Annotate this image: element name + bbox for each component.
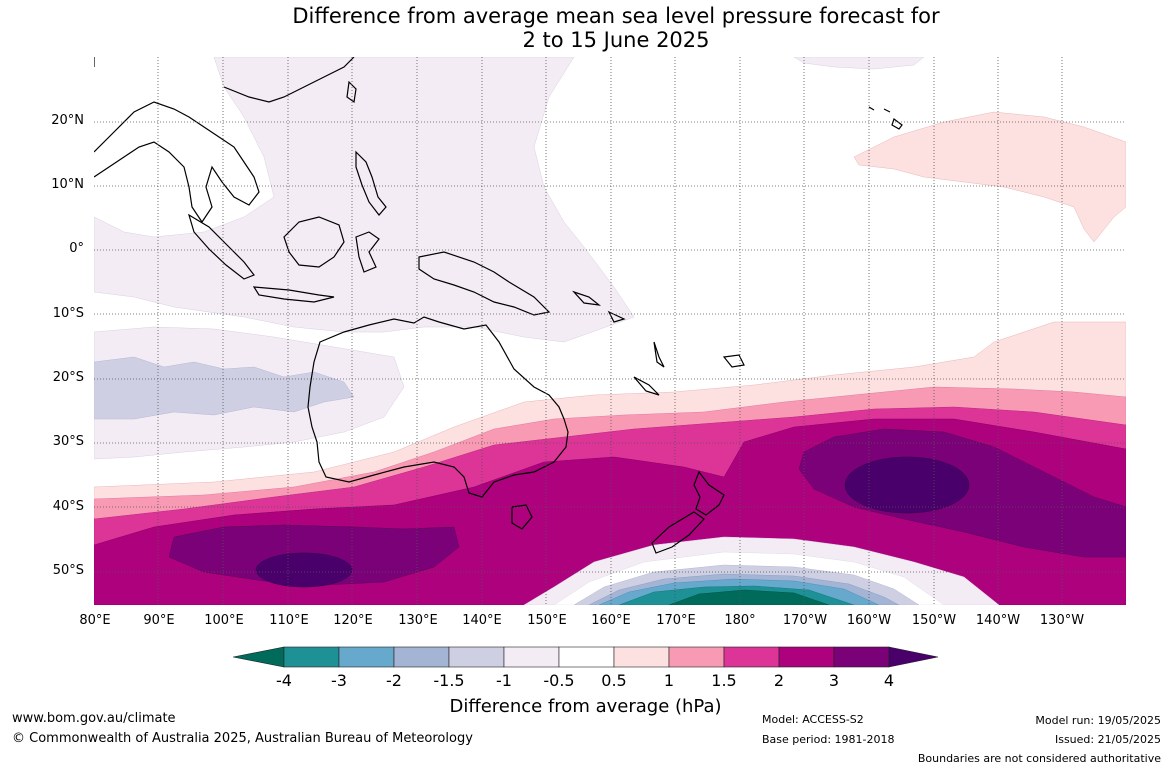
sumatra-coast bbox=[187, 213, 255, 280]
lon-label-150e: 150°E bbox=[527, 613, 567, 628]
colorbar-segment-neg1-neg05 bbox=[503, 646, 560, 668]
lon-label-150w: 150°W bbox=[911, 613, 957, 628]
new-guinea-coast bbox=[418, 251, 551, 316]
lat-label-10s: 10°S bbox=[52, 306, 84, 321]
lon-label-140e: 140°E bbox=[462, 613, 502, 628]
lat-label-20n: 20°N bbox=[51, 113, 84, 128]
anomaly-region-pos4-west bbox=[255, 552, 353, 588]
website-link[interactable]: www.bom.gov.au/climate bbox=[12, 711, 176, 726]
colorbar-tick-neg05: -0.5 bbox=[543, 671, 575, 690]
anomaly-region-neg1-indian bbox=[94, 356, 355, 420]
colorbar-tick-pos2: 2 bbox=[773, 671, 785, 690]
colorbar-tick-neg1: -1 bbox=[496, 671, 512, 690]
lon-label-170w: 170°W bbox=[782, 613, 828, 628]
colorbar-tick-pos4: 4 bbox=[883, 671, 895, 690]
model-name: Model: ACCESS-S2 bbox=[762, 713, 864, 726]
anomaly-region-pos05-north bbox=[853, 111, 1126, 243]
gridlines bbox=[94, 57, 1126, 605]
lat-label-40s: 40°S bbox=[52, 499, 84, 514]
southeast-asia-coast bbox=[94, 101, 260, 224]
hawaii-islands bbox=[868, 106, 903, 130]
colorbar-segment-neg4-neg3 bbox=[283, 646, 340, 668]
vanuatu-islands bbox=[653, 341, 665, 368]
colorbar-segment-neg3-neg2 bbox=[338, 646, 395, 668]
colorbar-tick-pos15: 1.5 bbox=[711, 671, 737, 690]
colorbar-label: Difference from average (hPa) bbox=[449, 696, 722, 717]
base-period: Base period: 1981-2018 bbox=[762, 733, 895, 746]
colorbar-tick-pos05: 0.5 bbox=[601, 671, 627, 690]
lat-label-10n: 10°N bbox=[51, 177, 84, 192]
boundaries-disclaimer: Boundaries are not considered authoritat… bbox=[917, 752, 1161, 765]
lon-label-130e: 130°E bbox=[398, 613, 438, 628]
colorbar-tick-neg3: -3 bbox=[331, 671, 347, 690]
lon-label-160w: 160°W bbox=[846, 613, 892, 628]
colorbar-segment-pos1-pos15 bbox=[668, 646, 725, 668]
title-line-2: 2 to 15 June 2025 bbox=[522, 28, 710, 52]
colorbar-segment-neg15-neg1 bbox=[448, 646, 505, 668]
lon-label-130w: 130°W bbox=[1039, 613, 1085, 628]
lon-label-170e: 170°E bbox=[656, 613, 696, 628]
colorbar-segment-pos05-pos1 bbox=[613, 646, 670, 668]
sulawesi-coast bbox=[355, 231, 380, 273]
colorbar-svg bbox=[232, 646, 939, 668]
colorbar-segment-pos3-pos4 bbox=[833, 646, 890, 668]
lon-label-120e: 120°E bbox=[333, 613, 373, 628]
lon-label-90e: 90°E bbox=[143, 613, 175, 628]
fiji-islands bbox=[722, 354, 745, 368]
colorbar-tick-pos1: 1 bbox=[663, 671, 675, 690]
colorbar-segment-neg2-neg15 bbox=[393, 646, 450, 668]
lon-label-140w: 140°W bbox=[975, 613, 1021, 628]
issued-date: Issued: 21/05/2025 bbox=[1054, 733, 1161, 746]
colorbar-extend-high bbox=[888, 646, 939, 668]
copyright-text: © Commonwealth of Australia 2025, Austra… bbox=[12, 731, 473, 746]
anomaly-region-pos4-east bbox=[844, 456, 970, 514]
lon-label-180: 180° bbox=[724, 613, 756, 628]
anomaly-region-neg05-tropics bbox=[94, 57, 635, 343]
coastlines bbox=[94, 57, 903, 554]
anomaly-region-neg4-south bbox=[668, 589, 830, 605]
colorbar-extend-low bbox=[232, 646, 285, 668]
map-canvas bbox=[94, 57, 1126, 605]
borneo-coast bbox=[283, 216, 345, 268]
colorbar-tick-neg4: -4 bbox=[276, 671, 292, 690]
colorbar-segment-pos15-pos2 bbox=[723, 646, 780, 668]
lat-label-equator: 0° bbox=[69, 241, 84, 256]
new-zealand-north-island bbox=[693, 470, 725, 516]
lon-label-160e: 160°E bbox=[591, 613, 631, 628]
colorbar bbox=[232, 644, 939, 674]
title-line-1: Difference from average mean sea level p… bbox=[292, 4, 940, 28]
taiwan-coast bbox=[346, 80, 357, 104]
lat-label-20s: 20°S bbox=[52, 370, 84, 385]
lon-label-80e: 80°E bbox=[79, 613, 111, 628]
solomon-islands bbox=[572, 290, 626, 323]
new-caledonia bbox=[633, 376, 660, 396]
colorbar-segment-pos2-pos3 bbox=[778, 646, 835, 668]
lat-label-30s: 30°S bbox=[52, 434, 84, 449]
colorbar-tick-neg15: -1.5 bbox=[433, 671, 465, 690]
china-coast bbox=[223, 57, 355, 103]
colorbar-tick-neg2: -2 bbox=[386, 671, 402, 690]
tasmania-coast bbox=[511, 504, 533, 530]
colorbar-tick-pos3: 3 bbox=[828, 671, 840, 690]
lon-label-110e: 110°E bbox=[269, 613, 309, 628]
lat-label-50s: 50°S bbox=[52, 563, 84, 578]
new-zealand-south-island bbox=[651, 511, 705, 554]
model-run-date: Model run: 19/05/2025 bbox=[1035, 714, 1161, 727]
java-coast bbox=[252, 286, 335, 303]
philippines-coast bbox=[355, 150, 387, 216]
colorbar-segment-neg05-pos05 bbox=[558, 646, 615, 668]
lon-label-100e: 100°E bbox=[204, 613, 244, 628]
pressure-anomaly-map bbox=[94, 57, 1126, 605]
map-title: Difference from average mean sea level p… bbox=[0, 4, 1173, 52]
australia-coast bbox=[307, 316, 569, 498]
